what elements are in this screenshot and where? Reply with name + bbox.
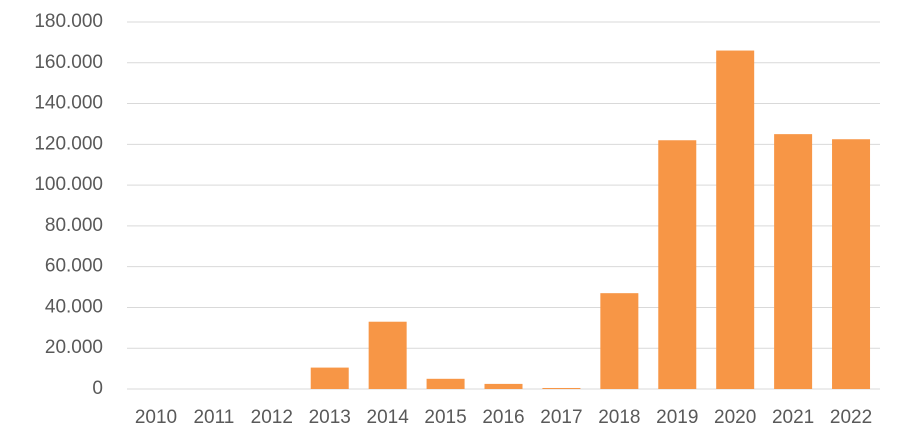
x-tick-label: 2015 <box>424 407 466 428</box>
y-tick-label: 60.000 <box>45 256 103 277</box>
bar <box>716 50 755 390</box>
bar <box>368 321 407 389</box>
x-tick-label: 2022 <box>830 407 872 428</box>
x-tick-label: 2014 <box>367 407 410 428</box>
bar <box>484 383 523 389</box>
x-tick-label: 2012 <box>251 407 293 428</box>
y-tick-label: 140.000 <box>34 93 103 114</box>
x-tick-label: 2018 <box>598 407 640 428</box>
x-tick-label: 2019 <box>656 407 698 428</box>
x-tick-label: 2017 <box>540 407 582 428</box>
bar <box>310 367 349 389</box>
bar <box>600 293 639 389</box>
y-tick-label: 160.000 <box>34 52 103 73</box>
x-tick-label: 2010 <box>135 407 177 428</box>
x-tick-label: 2016 <box>482 407 524 428</box>
x-tick-label: 2013 <box>309 407 351 428</box>
y-tick-label: 0 <box>92 378 103 399</box>
bar <box>426 378 465 389</box>
y-tick-label: 80.000 <box>45 215 103 236</box>
y-tick-label: 20.000 <box>45 337 103 358</box>
y-tick-label: 180.000 <box>34 11 103 32</box>
y-tick-label: 40.000 <box>45 296 103 317</box>
y-tick-label: 100.000 <box>34 174 103 195</box>
bar <box>542 387 581 389</box>
bar <box>832 139 871 389</box>
y-tick-label: 120.000 <box>34 133 103 154</box>
bar <box>658 140 697 389</box>
x-tick-label: 2021 <box>772 407 814 428</box>
x-tick-label: 2011 <box>193 407 234 428</box>
x-tick-label: 2020 <box>714 407 756 428</box>
bar <box>774 134 813 389</box>
